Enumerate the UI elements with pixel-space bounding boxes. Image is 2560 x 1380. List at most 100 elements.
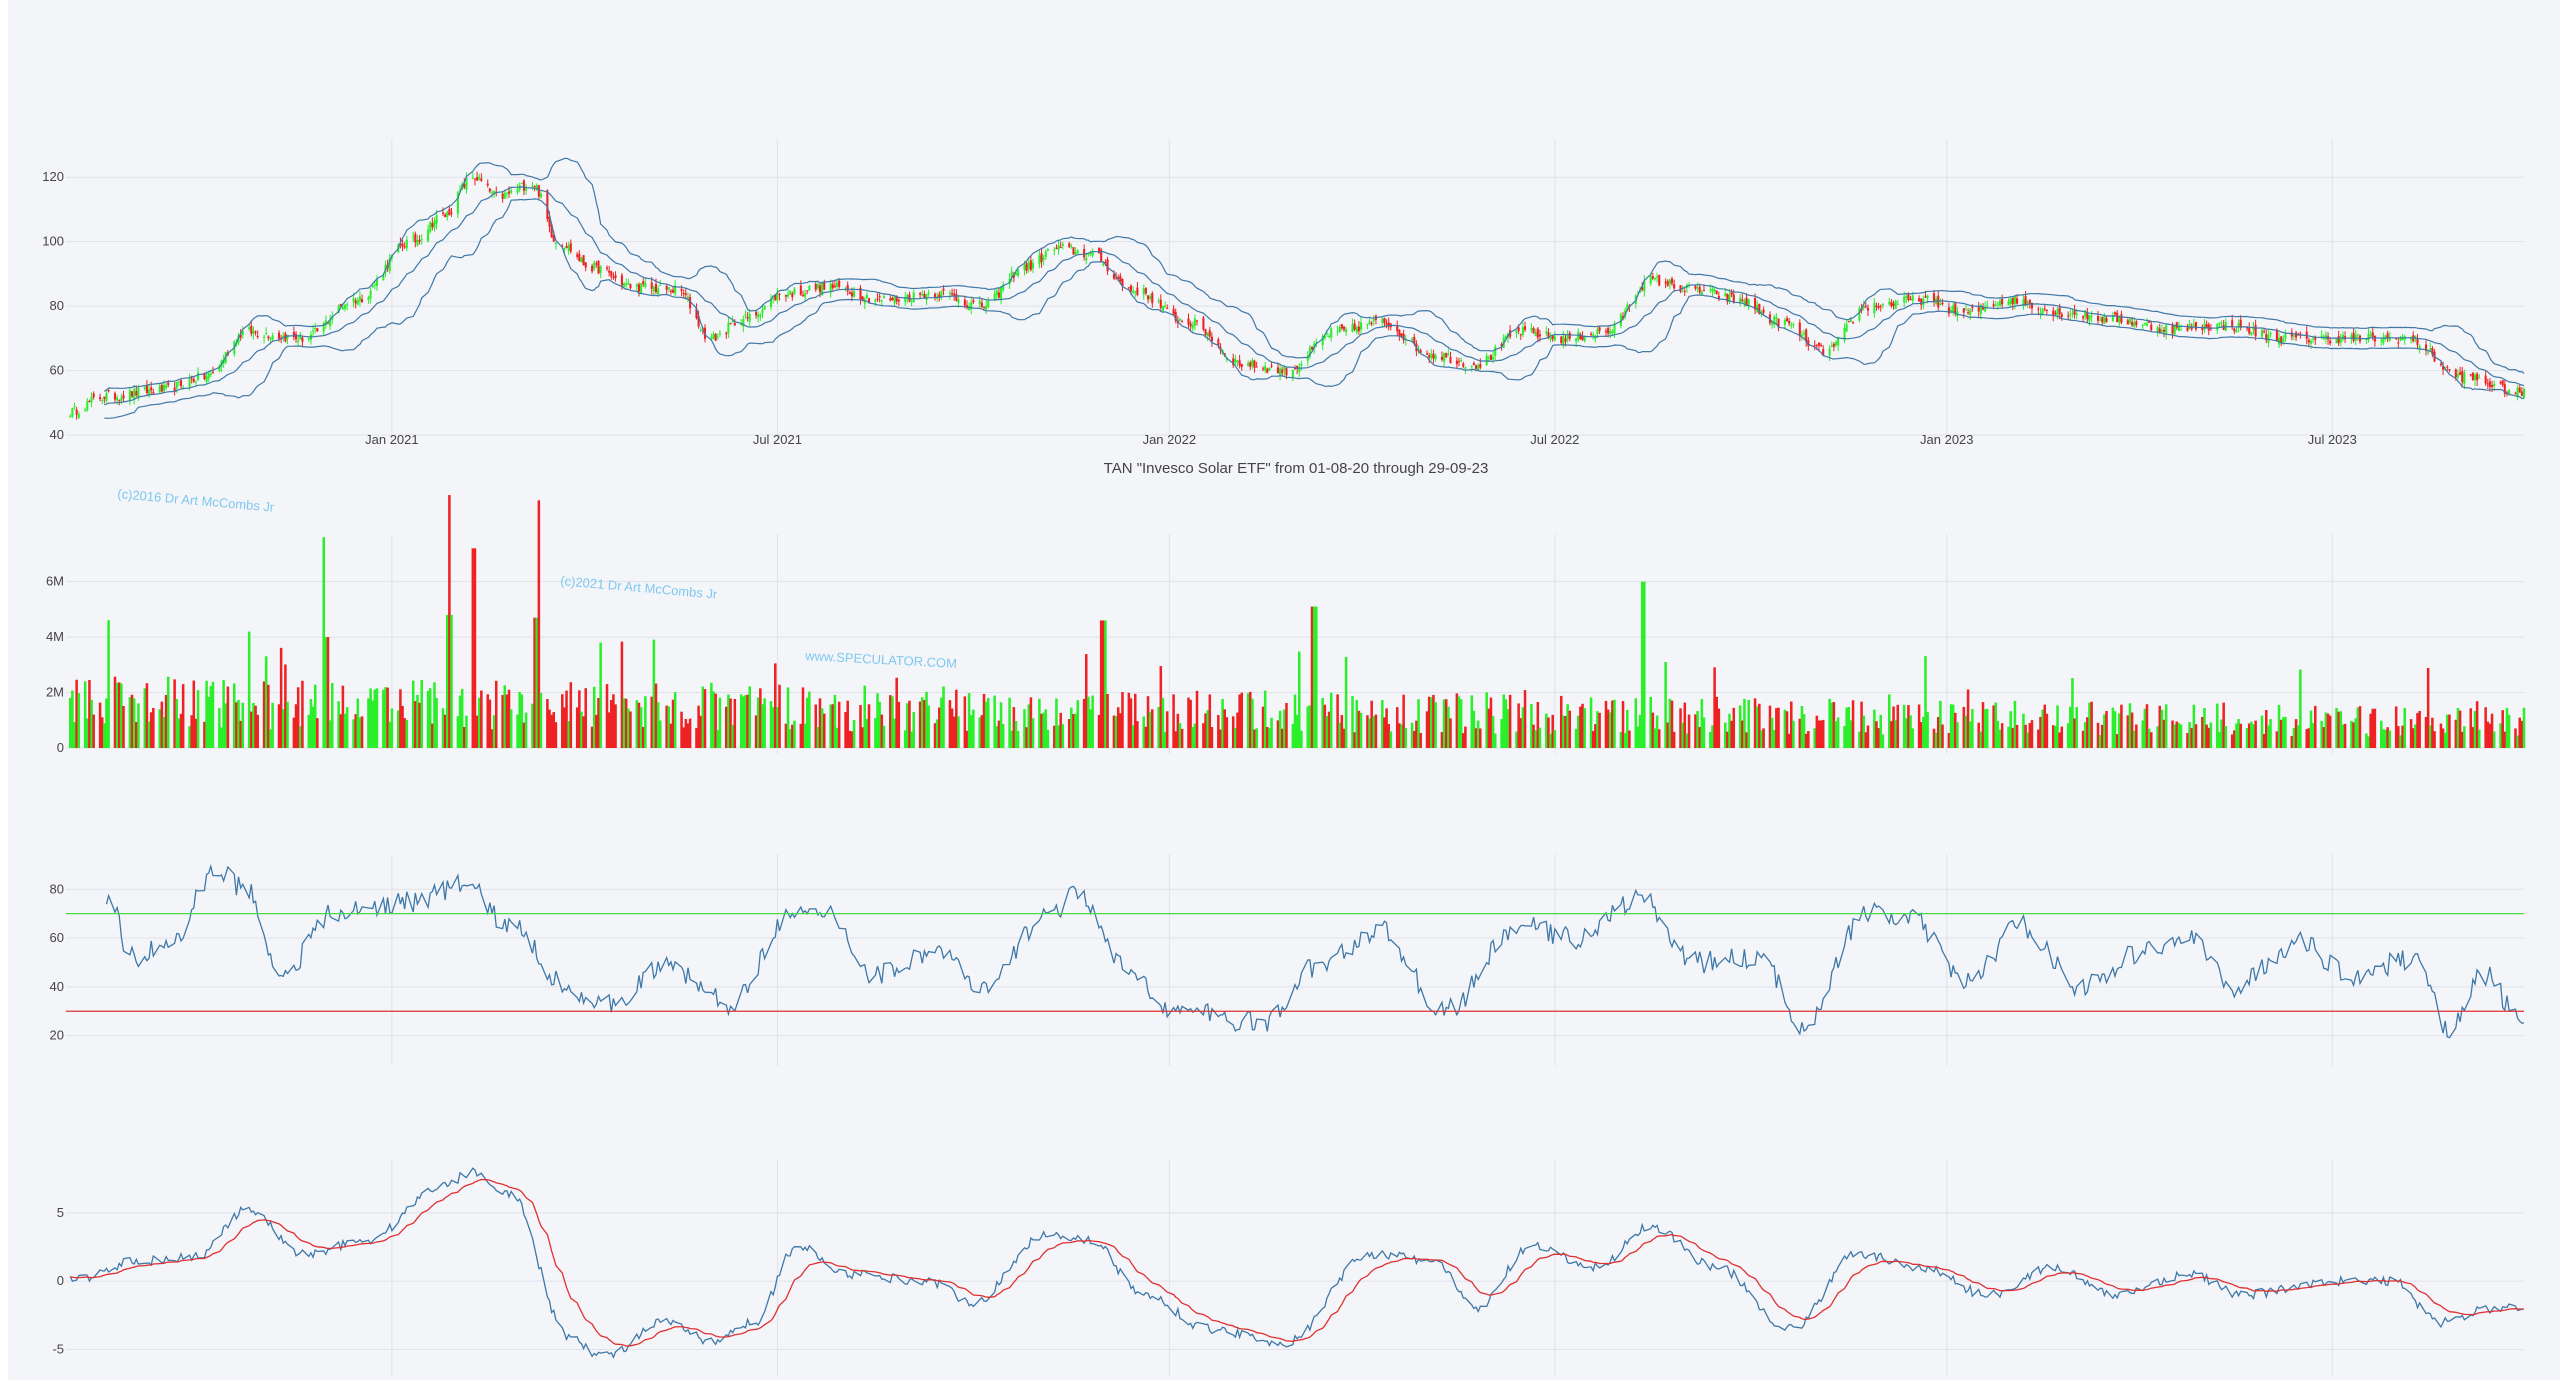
candle-body[interactable] [597,260,600,274]
volume-bar[interactable] [2284,716,2287,748]
candle-body[interactable] [1892,303,1895,306]
volume-bar[interactable] [1493,733,1497,748]
candle-body[interactable] [1636,292,1639,294]
candle-body[interactable] [1566,333,1569,340]
candle-body[interactable] [1253,360,1256,368]
volume-bar[interactable] [1715,696,1719,748]
volume-bar[interactable] [2294,719,2298,748]
volume-bar[interactable] [2514,728,2517,748]
volume-bar[interactable] [622,698,626,748]
candle-body[interactable] [1023,264,1026,270]
candle-body[interactable] [1967,312,1970,314]
volume-bar[interactable] [1261,706,1265,748]
candle-body[interactable] [2520,391,2523,396]
volume-bar[interactable] [1664,661,1667,748]
candle-body[interactable] [1575,338,1578,342]
volume-bar[interactable] [220,727,223,748]
volume-bar[interactable] [2247,723,2251,748]
candle-body[interactable] [833,285,836,287]
candle-body[interactable] [2522,388,2526,398]
candle-body[interactable] [1715,290,1718,295]
volume-bar[interactable] [1551,714,1554,748]
volume-bar[interactable] [1263,690,1267,748]
candle-body[interactable] [1666,281,1669,286]
candle-body[interactable] [265,333,268,335]
volume-bar[interactable] [1442,699,1446,748]
volume-bar[interactable] [2071,678,2074,748]
volume-bar[interactable] [1909,715,1912,748]
volume-bar[interactable] [1623,733,1627,748]
candle-body[interactable] [2505,392,2509,394]
volume-bar[interactable] [1564,716,1567,748]
volume-bar[interactable] [1329,692,1333,748]
volume-bar[interactable] [742,696,745,748]
candle-body[interactable] [267,336,270,339]
candle-body[interactable] [953,293,956,296]
candle-body[interactable] [718,333,721,335]
candle-body[interactable] [1903,296,1906,303]
candle-body[interactable] [637,284,641,292]
volume-bar[interactable] [431,723,434,748]
volume-bar[interactable] [2456,707,2460,748]
volume-bar[interactable] [1902,704,1906,748]
candle-body[interactable] [331,316,334,320]
candle-body[interactable] [2039,312,2042,314]
candle-body[interactable] [1941,302,1944,305]
candle-body[interactable] [1487,357,1490,359]
volume-bar[interactable] [1366,715,1369,748]
volume-bar[interactable] [399,689,402,748]
candle-body[interactable] [951,293,954,295]
volume-bar[interactable] [1383,717,1386,748]
volume-bar[interactable] [1310,606,1314,748]
candle-body[interactable] [1232,358,1235,366]
volume-bar[interactable] [712,691,715,748]
volume-bar[interactable] [1293,694,1297,748]
candle-body[interactable] [414,233,417,243]
candle-body[interactable] [476,177,479,181]
candle-body[interactable] [1266,368,1269,373]
candle-body[interactable] [712,334,715,339]
volume-bar[interactable] [863,685,867,748]
volume-bar[interactable] [1044,709,1048,748]
candle-body[interactable] [1428,355,1431,358]
volume-bar[interactable] [1357,710,1361,748]
volume-bar[interactable] [2066,723,2070,748]
candle-body[interactable] [1745,297,1748,306]
candle-body[interactable] [71,408,74,417]
volume-bar[interactable] [1651,712,1655,748]
volume-bar[interactable] [2194,724,2198,748]
volume-bar[interactable] [1566,704,1569,748]
candle-body[interactable] [906,295,909,299]
candle-body[interactable] [1896,303,1899,305]
candle-body[interactable] [1932,293,1936,302]
volume-bar[interactable] [1038,698,1041,748]
candle-body[interactable] [995,290,998,296]
candle-body[interactable] [2090,315,2093,317]
candle-body[interactable] [1142,288,1145,295]
volume-bar[interactable] [262,681,266,748]
candle-body[interactable] [1355,327,1358,333]
candle-body[interactable] [836,282,839,287]
candle-body[interactable] [776,293,779,300]
volume-bar[interactable] [1517,703,1520,748]
volume-bar[interactable] [1670,700,1674,748]
volume-bar[interactable] [241,702,245,748]
volume-bar[interactable] [1464,726,1467,748]
candle-body[interactable] [2028,299,2031,304]
candle-body[interactable] [1649,275,1652,284]
candle-body[interactable] [1328,335,1331,337]
candle-body[interactable] [2280,336,2283,344]
volume-bar[interactable] [2409,719,2413,748]
volume-bar[interactable] [1971,709,1974,748]
candle-body[interactable] [1668,279,1671,285]
volume-bar[interactable] [1255,728,1258,748]
volume-bar[interactable] [1046,729,1050,748]
candle-body[interactable] [714,333,717,341]
volume-bar[interactable] [1055,698,1058,748]
candle-body[interactable] [1743,300,1746,304]
volume-bar[interactable] [1681,722,1684,748]
volume-bar[interactable] [833,694,837,748]
volume-bar[interactable] [1142,716,1146,748]
volume-bar[interactable] [1297,651,1301,748]
volume-bar[interactable] [2054,725,2057,748]
